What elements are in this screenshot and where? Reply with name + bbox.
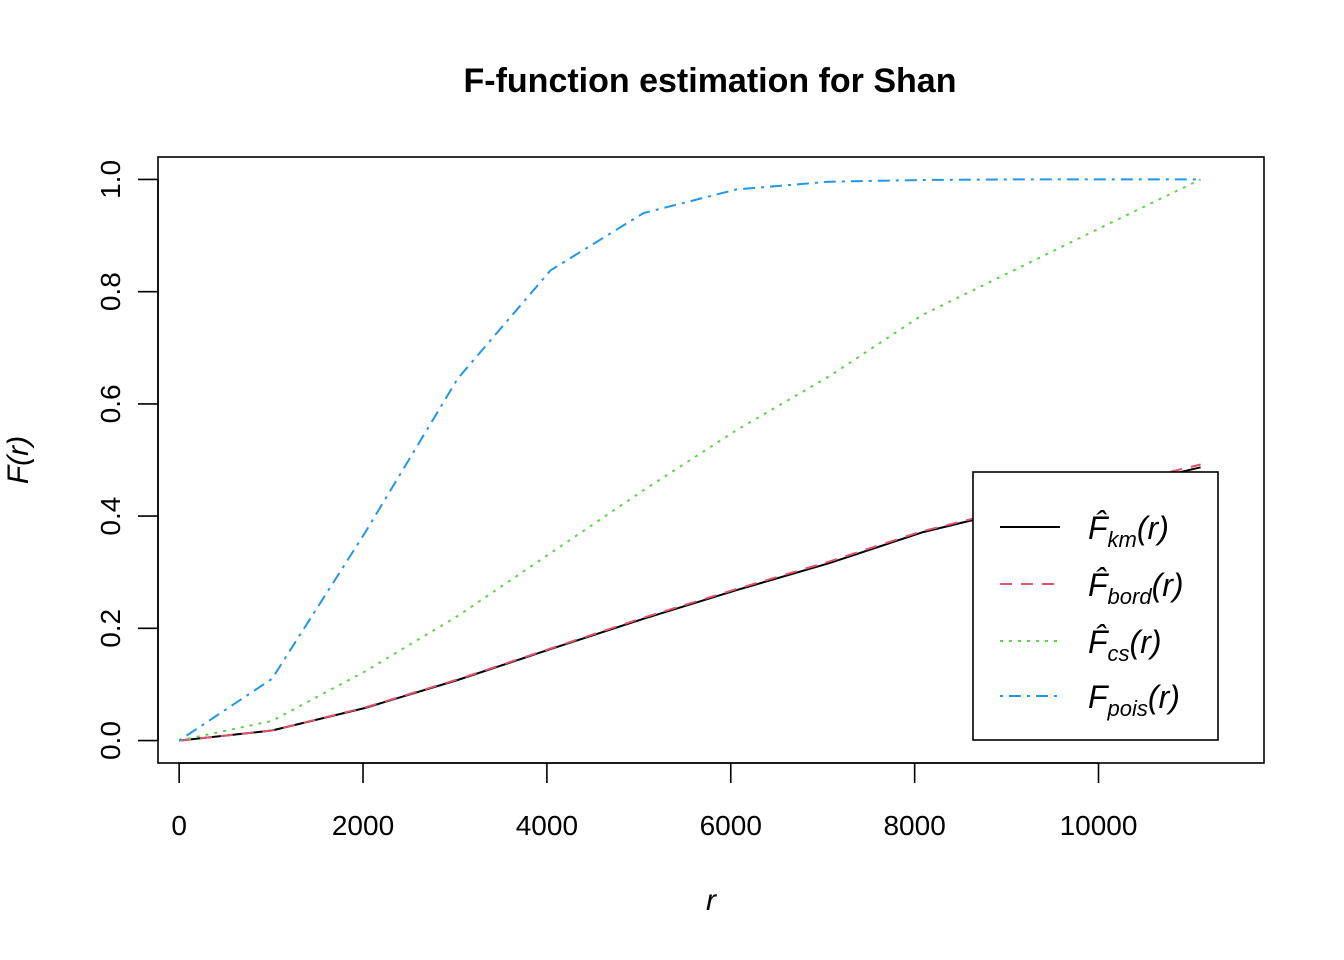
x-tick-label: 6000 (700, 810, 762, 841)
series-line-pois (178, 178, 1201, 742)
y-axis: 0.0 0.2 0.4 0.6 0.8 1.0 (95, 160, 159, 760)
y-tick-label: 0.8 (95, 272, 126, 311)
legend-label-bord: F̂bord(r) (1088, 567, 1184, 609)
legend-label-cs: F̂cs(r) (1088, 624, 1162, 666)
legend-label-pois: Fpois(r) (1088, 679, 1180, 721)
x-tick-label: 2000 (332, 810, 394, 841)
y-axis-label: F(r) (2, 436, 35, 484)
x-tick-label: 0 (171, 810, 187, 841)
y-tick-label: 0.6 (95, 384, 126, 423)
series-line-cs (178, 178, 1202, 742)
x-tick-label: 4000 (516, 810, 578, 841)
x-tick-label: 8000 (883, 810, 945, 841)
legend-label-km: F̂km(r) (1088, 510, 1169, 552)
y-tick-label: 0.0 (95, 721, 126, 760)
y-tick-label: 1.0 (95, 160, 126, 199)
y-tick-label: 0.2 (95, 609, 126, 648)
y-tick-label: 0.4 (95, 497, 126, 536)
legend: F̂km(r) F̂bord(r) F̂cs(r) Fpois(r) (972, 471, 1219, 741)
x-axis-label: r (706, 884, 717, 917)
x-axis: 0 2000 4000 6000 8000 10000 (171, 762, 1138, 841)
x-tick-label: 10000 (1060, 810, 1138, 841)
chart-title: F-function estimation for Shan (464, 62, 957, 100)
